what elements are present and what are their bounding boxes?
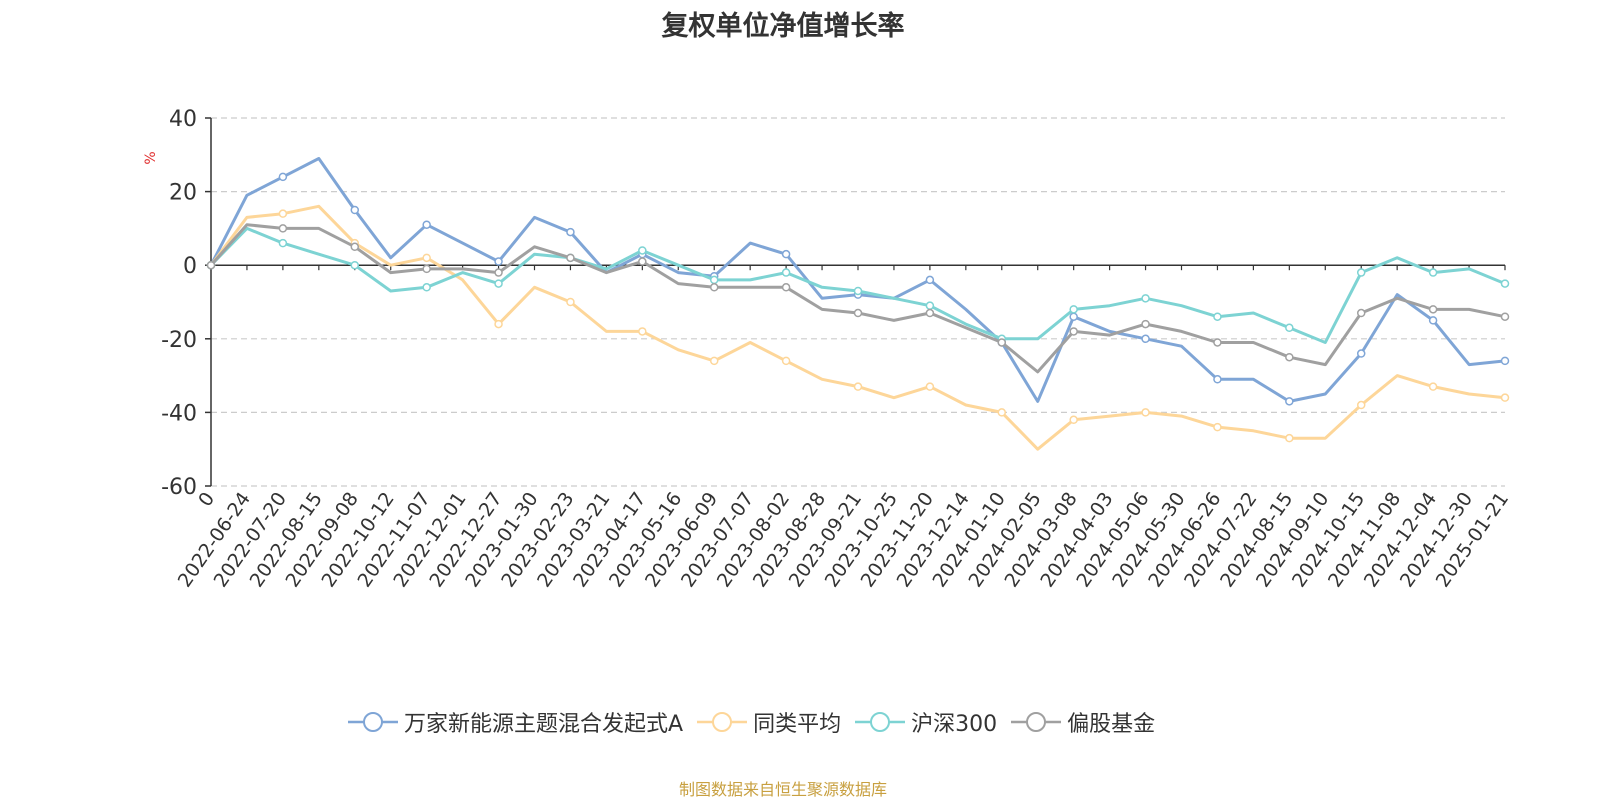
data-point bbox=[350, 242, 360, 252]
legend-marker-icon bbox=[348, 712, 398, 732]
data-point bbox=[925, 308, 935, 318]
data-point bbox=[566, 297, 575, 307]
data-point bbox=[638, 327, 647, 336]
data-point bbox=[1285, 433, 1294, 443]
data-point bbox=[925, 382, 935, 391]
data-point bbox=[278, 238, 288, 248]
series-lines bbox=[206, 157, 1510, 451]
data-point bbox=[1141, 294, 1150, 303]
data-point bbox=[1356, 400, 1366, 410]
data-point bbox=[1069, 327, 1078, 336]
data-point bbox=[422, 283, 431, 292]
data-point bbox=[1500, 356, 1510, 366]
legend-item[interactable]: 万家新能源主题混合发起式A bbox=[348, 706, 683, 738]
data-point bbox=[1069, 415, 1078, 425]
data-point bbox=[422, 220, 431, 229]
data-point bbox=[206, 260, 216, 270]
legend-marker-icon bbox=[855, 712, 906, 732]
legend-label: 万家新能源主题混合发起式A bbox=[404, 712, 684, 737]
y-tick-label: 0 bbox=[183, 254, 197, 279]
x-tick-label: 0 bbox=[194, 488, 219, 511]
data-point bbox=[925, 275, 935, 285]
data-point bbox=[1428, 268, 1438, 277]
data-point bbox=[350, 260, 360, 270]
data-point bbox=[638, 246, 647, 255]
data-point bbox=[1356, 308, 1366, 318]
y-tick-label: 20 bbox=[169, 181, 197, 206]
data-point bbox=[709, 356, 719, 366]
series-line bbox=[209, 157, 1506, 403]
legend-marker-icon bbox=[697, 712, 748, 732]
data-point bbox=[1428, 382, 1438, 391]
y-axis-unit-label: % bbox=[143, 151, 159, 164]
data-point bbox=[1500, 312, 1510, 321]
data-point bbox=[1285, 323, 1294, 333]
data-point bbox=[278, 224, 288, 233]
legend-label: 偏股基金 bbox=[1067, 712, 1156, 737]
data-point bbox=[566, 253, 575, 263]
legend-label: 沪深300 bbox=[911, 712, 998, 737]
legend-item[interactable]: 偏股基金 bbox=[1011, 706, 1155, 738]
data-point bbox=[781, 249, 791, 259]
data-point bbox=[1141, 319, 1150, 329]
data-point bbox=[1069, 312, 1078, 321]
y-axis-label: % bbox=[143, 151, 159, 164]
data-point bbox=[853, 382, 863, 391]
data-point bbox=[781, 268, 791, 277]
data-point bbox=[1356, 349, 1366, 358]
data-point bbox=[278, 209, 288, 218]
data-point bbox=[1141, 408, 1150, 417]
legend-item[interactable]: 同类平均 bbox=[697, 706, 841, 738]
y-tick-label: -40 bbox=[161, 401, 197, 426]
data-point bbox=[853, 286, 863, 296]
data-point bbox=[350, 205, 360, 215]
data-point bbox=[1285, 352, 1294, 362]
y-tick-label: -60 bbox=[161, 475, 197, 500]
data-point bbox=[1285, 397, 1294, 406]
data-point bbox=[494, 257, 503, 266]
data-point bbox=[781, 283, 791, 292]
chart-title: 复权单位净值增长率 bbox=[661, 11, 905, 42]
data-point bbox=[997, 408, 1007, 417]
data-point bbox=[1428, 305, 1438, 314]
data-point bbox=[997, 338, 1007, 347]
data-point bbox=[853, 308, 863, 318]
data-point bbox=[709, 275, 719, 285]
data-point bbox=[1069, 305, 1078, 314]
legend: 万家新能源主题混合发起式A 同类平均 沪深300 偏股基金 bbox=[348, 706, 1169, 738]
data-point bbox=[278, 172, 288, 182]
data-point bbox=[925, 301, 935, 310]
axes: 40200-20-40-6002022-06-242022-07-202022-… bbox=[161, 107, 1513, 591]
data-point bbox=[1356, 268, 1366, 277]
legend-item[interactable]: 沪深300 bbox=[855, 706, 997, 738]
legend-marker-icon bbox=[1011, 712, 1062, 732]
data-point bbox=[494, 319, 503, 329]
data-point bbox=[1428, 316, 1438, 325]
data-point bbox=[1141, 334, 1150, 344]
y-tick-label: -20 bbox=[161, 328, 197, 353]
y-tick-label: 40 bbox=[169, 107, 197, 132]
data-point bbox=[1213, 338, 1222, 347]
data-point bbox=[494, 268, 503, 277]
legend-label: 同类平均 bbox=[753, 712, 842, 737]
grid-lines bbox=[211, 117, 1505, 487]
data-point bbox=[422, 264, 431, 274]
data-point bbox=[1500, 393, 1510, 402]
source-note: 制图数据来自恒生聚源数据库 bbox=[678, 780, 887, 799]
data-point bbox=[1213, 312, 1222, 321]
data-point bbox=[1500, 279, 1510, 288]
data-point bbox=[566, 227, 575, 237]
data-point bbox=[638, 257, 647, 266]
data-point bbox=[781, 356, 791, 366]
data-point bbox=[709, 283, 719, 292]
data-point bbox=[1213, 375, 1222, 384]
data-point bbox=[494, 279, 503, 288]
data-point bbox=[422, 253, 431, 263]
data-point bbox=[1213, 422, 1222, 432]
